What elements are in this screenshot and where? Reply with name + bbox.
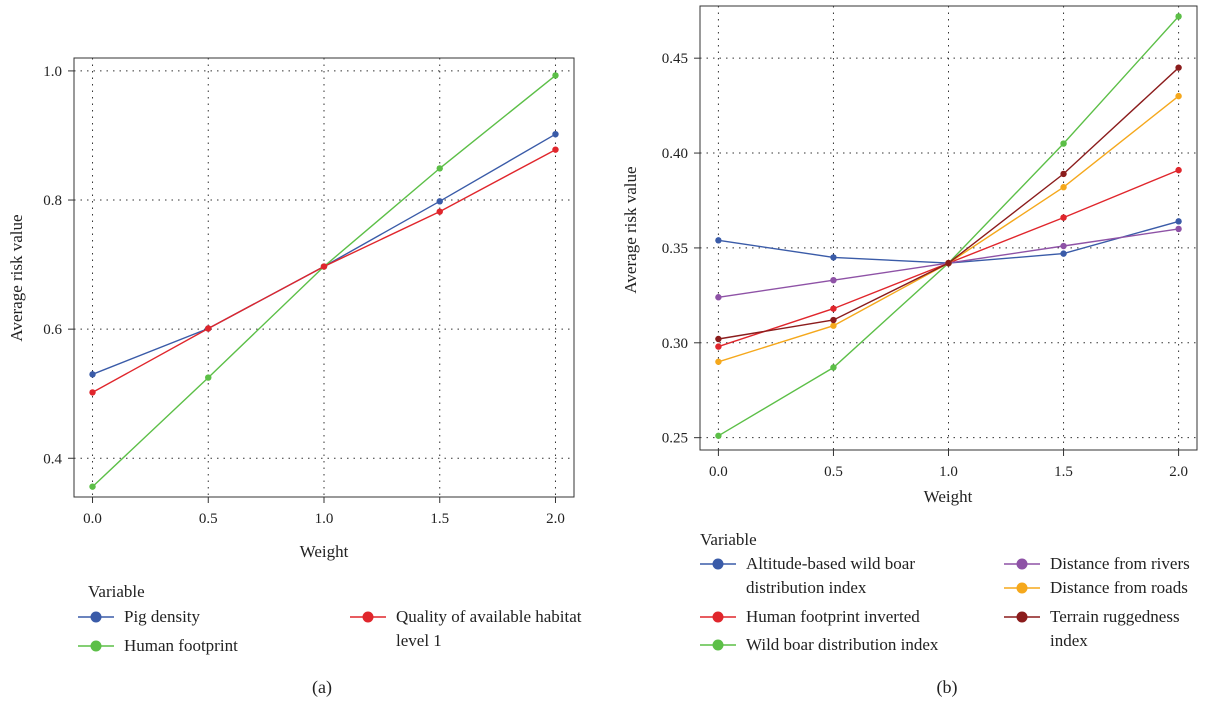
legend-label: Altitude-based wild boar distribution ind… — [746, 554, 915, 597]
x-tick-label: 2.0 — [1169, 464, 1188, 480]
legend-swatch-dot — [712, 611, 724, 623]
series-line — [718, 169, 1179, 348]
x-axis-label: Weight — [300, 542, 349, 561]
legend-swatch-dot — [1016, 611, 1028, 623]
data-point — [1175, 92, 1182, 100]
y-axis-label: Average risk value — [7, 214, 26, 341]
data-point — [205, 374, 212, 381]
data-point — [1060, 140, 1067, 147]
y-axis-label: Average risk value — [621, 166, 640, 293]
legend-label-line: level 1 — [396, 631, 442, 650]
data-point — [1175, 64, 1182, 71]
data-point — [436, 208, 443, 215]
y-tick-label: 0.45 — [662, 51, 688, 67]
x-tick-label: 0.0 — [709, 464, 728, 480]
data-point — [1175, 218, 1182, 225]
data-point — [945, 259, 952, 267]
x-tick-label: 2.0 — [546, 511, 565, 527]
data-point — [1060, 242, 1067, 250]
panel-caption: (b) — [937, 677, 958, 698]
legend-label-line: Altitude-based wild boar — [746, 554, 915, 573]
y-tick-label: 0.6 — [43, 322, 62, 338]
legend-label: Wild boar distribution index — [746, 635, 939, 654]
data-point — [715, 237, 722, 244]
data-point — [552, 146, 559, 153]
y-tick-label: 0.35 — [662, 241, 688, 257]
series-line — [92, 149, 556, 394]
legend-label: Distance from roads — [1050, 578, 1188, 597]
data-point — [830, 316, 837, 324]
data-point — [715, 335, 722, 343]
series-line — [718, 95, 1180, 363]
panel-a: 0.0 0.5 1.0 1.5 2.0 0.4 0.6 0.8 1.0 Weight Average… — [7, 57, 582, 698]
data-point — [320, 263, 328, 270]
data-point — [89, 483, 96, 490]
legend-label-line: index — [1050, 631, 1088, 650]
x-tick-label: 1.0 — [939, 464, 958, 480]
data-point — [436, 198, 443, 205]
legend-swatch-dot — [90, 611, 102, 623]
data-point — [1175, 225, 1182, 233]
legend-swatch-dot — [1016, 582, 1028, 594]
legend-label: Human footprint — [124, 636, 238, 655]
data-point — [830, 305, 837, 312]
legend-swatch-dot — [90, 640, 102, 652]
data-point — [715, 294, 722, 301]
panel-b: 0.0 0.5 1.0 1.5 2.0 0.25 0.30 0.35 0.40 0.45 Weigh… — [621, 5, 1198, 698]
data-point — [830, 254, 837, 261]
data-point — [1060, 184, 1067, 191]
data-point — [1175, 166, 1182, 174]
legend-label: Human footprint inverted — [746, 607, 920, 626]
data-point — [205, 325, 212, 332]
data-point — [1060, 214, 1067, 221]
legend-swatch-dot — [712, 639, 724, 651]
legend-label-line: Terrain ruggedness — [1050, 607, 1180, 626]
data-point — [552, 130, 559, 138]
x-tick-label: 0.5 — [199, 511, 218, 527]
y-tick-label: 0.4 — [43, 451, 62, 467]
data-point — [89, 371, 96, 378]
legend-label: Distance from rivers — [1050, 554, 1190, 573]
y-tick-label: 0.25 — [662, 431, 688, 447]
data-point — [1060, 170, 1067, 178]
legend-title: Variable — [700, 530, 757, 549]
x-tick-label: 0.0 — [83, 511, 102, 527]
legend-title: Variable — [88, 582, 145, 601]
data-point — [715, 358, 722, 365]
legend-label: Terrain ruggedness index — [1050, 607, 1180, 650]
series-line — [718, 15, 1180, 437]
legend-label-line: distribution index — [746, 578, 867, 597]
y-tick-label: 0.30 — [662, 336, 688, 352]
data-point — [830, 276, 837, 284]
data-point — [830, 322, 837, 329]
x-axis-label: Weight — [924, 487, 973, 506]
data-point — [89, 389, 96, 396]
series-line — [718, 67, 1180, 340]
legend-swatch-dot — [1016, 558, 1028, 570]
legend-label: Quality of available habitat level 1 — [396, 607, 582, 650]
x-tick-label: 1.5 — [430, 511, 449, 527]
data-point — [552, 72, 559, 79]
legend-label: Pig density — [124, 607, 201, 626]
y-tick-label: 0.40 — [662, 146, 688, 162]
data-point — [436, 165, 443, 172]
panel-caption: (a) — [312, 677, 332, 698]
legend-swatch-dot — [712, 558, 724, 570]
data-point — [715, 343, 722, 350]
y-tick-label: 0.8 — [43, 193, 62, 209]
data-point — [1175, 13, 1182, 20]
x-tick-label: 0.5 — [824, 464, 843, 480]
data-point — [830, 364, 837, 371]
legend-swatch-dot — [362, 611, 374, 623]
data-point — [715, 432, 722, 439]
data-point — [1060, 250, 1067, 257]
legend-label-line: Quality of available habitat — [396, 607, 582, 626]
x-tick-label: 1.0 — [315, 511, 334, 527]
x-tick-label: 1.5 — [1054, 464, 1073, 480]
y-tick-label: 1.0 — [43, 64, 62, 80]
